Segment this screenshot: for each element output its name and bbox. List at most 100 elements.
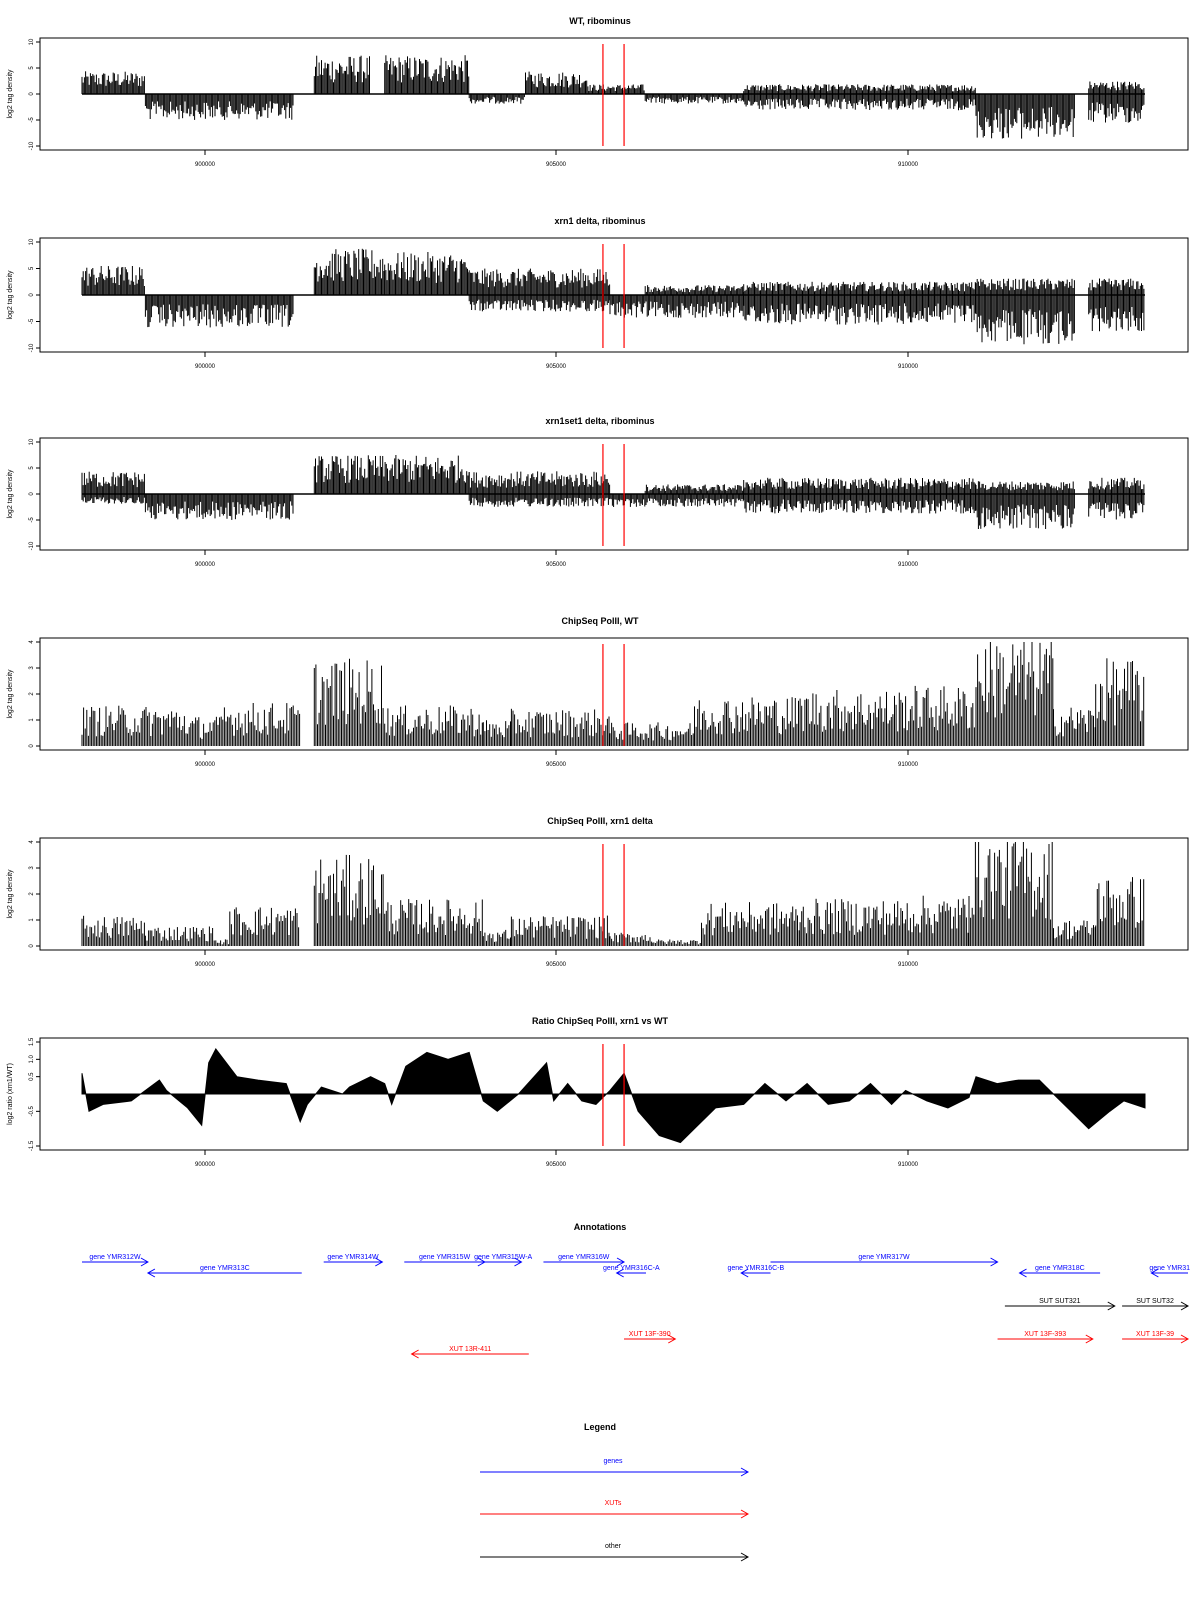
density-bars-6	[482, 720, 511, 746]
strand-bars-1	[81, 471, 145, 494]
chart-title: xrn1set1 delta, ribominus	[545, 416, 654, 426]
strand-bars-5	[468, 268, 611, 295]
density-bars-7	[482, 929, 511, 946]
y-axis-label: log2 tag density	[7, 669, 14, 719]
strand-bars-2	[81, 494, 145, 504]
x-tick-label: 910000	[898, 162, 919, 168]
strand-bars-10	[743, 477, 976, 494]
y-axis-label: log2 tag density	[7, 69, 14, 119]
y-tick-label: 0	[29, 92, 35, 96]
strand-bars-9	[743, 295, 976, 325]
density-bars-8	[609, 722, 694, 746]
y-tick-label: -5	[29, 117, 35, 123]
y-tick-label: 0	[29, 293, 35, 297]
density-bars-12	[975, 642, 1054, 746]
y-tick-label: 3	[29, 666, 35, 670]
density-bars-8	[510, 915, 610, 946]
x-tick-label: 910000	[898, 364, 919, 370]
chart-title: ChipSeq PolII, WT	[562, 616, 639, 626]
strand-bars-8	[644, 484, 745, 494]
density-bars-11	[905, 685, 975, 746]
strand-bars-14	[1088, 477, 1145, 494]
strand-bars-9	[743, 494, 976, 514]
strand-bars-2	[144, 94, 294, 120]
chart-panel-1: WT, ribominus 900000 905000 910000 10 5 0 -5 -10…	[7, 16, 1189, 168]
density-bars-10	[799, 690, 905, 746]
strand-bars-4	[384, 55, 470, 94]
strand-bars-8	[644, 285, 745, 295]
x-tick-label: 910000	[898, 762, 919, 768]
chart-title: xrn1 delta, ribominus	[554, 216, 645, 226]
strand-bars-13	[1088, 94, 1145, 123]
chart-panel-3: xrn1set1 delta, ribominus 900000 905000 910…	[7, 416, 1189, 568]
strand-bars-9	[743, 84, 976, 94]
strand-bars-12	[975, 278, 1075, 295]
y-tick-label: 4	[29, 640, 35, 644]
strand-bars-3	[313, 55, 370, 94]
strand-bars-1	[81, 266, 145, 295]
y-tick-label: 5	[29, 266, 35, 270]
x-tick-label: 905000	[546, 162, 567, 168]
strand-bars-6	[525, 71, 589, 94]
y-tick-label: -10	[29, 141, 35, 150]
strand-bars-13	[1088, 494, 1145, 520]
strand-bars-5	[468, 94, 525, 104]
x-tick-label: 900000	[195, 562, 216, 568]
strand-bars-3	[144, 494, 294, 520]
strand-bars-4	[313, 455, 470, 494]
strand-bars-1	[81, 71, 145, 94]
density-bars-1	[81, 705, 187, 746]
density-bars-4	[229, 907, 300, 946]
y-tick-label: -5	[29, 517, 35, 523]
strand-bars-11	[975, 494, 1075, 529]
y-tick-label: -5	[29, 318, 35, 324]
strand-bars-2	[144, 295, 294, 328]
density-bars-13	[1053, 707, 1096, 746]
density-bars-5	[384, 705, 483, 746]
strand-bars-7	[609, 494, 744, 507]
x-tick-label: 905000	[546, 762, 567, 768]
strand-bars-6	[468, 494, 611, 507]
y-tick-label: 0	[29, 744, 35, 748]
x-tick-label: 900000	[195, 162, 216, 168]
y-tick-label: 0	[29, 492, 35, 496]
y-tick-label: 2	[29, 692, 35, 696]
density-bars-3	[222, 703, 301, 746]
chart-panel-4: ChipSeq PolII, WT 900000 905000 910000 4 3 2 1 0…	[7, 616, 1189, 768]
y-tick-label: 5	[29, 66, 35, 70]
x-tick-label: 900000	[195, 762, 216, 768]
x-tick-label: 910000	[898, 562, 919, 568]
density-bars-2	[187, 716, 222, 746]
density-bars-7	[510, 708, 610, 746]
x-tick-label: 900000	[195, 364, 216, 370]
density-bars-6	[384, 899, 483, 946]
strand-bars-8	[644, 94, 745, 104]
strand-bars-12	[1088, 81, 1145, 94]
strand-bars-4	[384, 252, 470, 295]
strand-bars-7	[609, 295, 744, 318]
y-axis-label: log2 tag density	[7, 270, 14, 320]
y-tick-label: 1	[29, 718, 35, 722]
density-bars-4	[313, 658, 384, 746]
strand-bars-10	[743, 281, 976, 295]
density-bars-5	[313, 854, 384, 946]
y-tick-label: 5	[29, 466, 35, 470]
density-bars-14	[1095, 658, 1145, 746]
strand-bars-11	[975, 94, 1075, 139]
y-tick-label: 10	[29, 38, 35, 45]
strand-bars-14	[1088, 278, 1145, 295]
y-axis-label: log2 tag density	[7, 469, 14, 519]
x-tick-label: 905000	[546, 364, 567, 370]
strand-bars-12	[975, 481, 1075, 494]
strand-bars-10	[743, 94, 976, 111]
y-tick-label: -10	[29, 541, 35, 550]
strand-bars-3	[313, 248, 385, 295]
chart-title: ChipSeq PolII, xrn1 delta	[547, 816, 654, 826]
density-bars-9	[694, 697, 799, 746]
density-bars-1	[81, 915, 145, 946]
y-tick-label: 10	[29, 238, 35, 245]
chart-panel-2: xrn1 delta, ribominus 900000 905000 910000 1…	[7, 216, 1189, 370]
y-tick-label: -10	[29, 343, 35, 352]
x-tick-label: 905000	[546, 562, 567, 568]
